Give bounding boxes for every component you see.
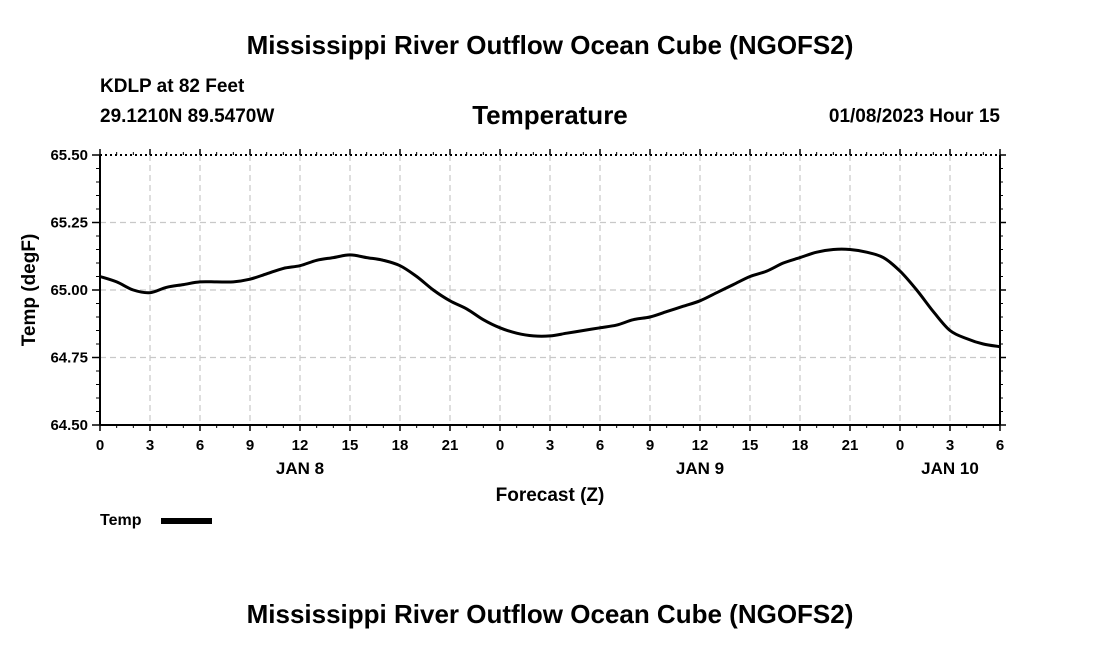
x-axis-title: Forecast (Z) bbox=[496, 485, 605, 506]
chart-title: Mississippi River Outflow Ocean Cube (NG… bbox=[246, 30, 854, 60]
series-layer bbox=[99, 247, 1001, 349]
x-tick-label: 6 bbox=[596, 437, 604, 454]
coordinates-label: 29.1210N 89.5470W bbox=[100, 106, 275, 127]
axis-layer bbox=[92, 149, 1006, 431]
x-tick-label: 0 bbox=[496, 437, 504, 454]
x-tick-label: 15 bbox=[742, 437, 759, 454]
legend-label: Temp bbox=[100, 512, 142, 529]
x-tick-label: 21 bbox=[442, 437, 459, 454]
y-tick-label: 65.00 bbox=[50, 282, 88, 299]
parameter-title: Temperature bbox=[472, 100, 628, 130]
x-tick-label: 3 bbox=[946, 437, 954, 454]
x-tick-label: 3 bbox=[546, 437, 554, 454]
x-tick-label: 18 bbox=[392, 437, 409, 454]
x-tick-label: 6 bbox=[196, 437, 204, 454]
x-tick-label: 15 bbox=[342, 437, 359, 454]
x-tick-label: 0 bbox=[96, 437, 104, 454]
y-tick-label: 65.50 bbox=[50, 147, 88, 164]
station-label: KDLP at 82 Feet bbox=[100, 76, 245, 97]
x-tick-label: 21 bbox=[842, 437, 859, 454]
date-label: JAN 8 bbox=[276, 459, 324, 478]
x-tick-label: 6 bbox=[996, 437, 1004, 454]
date-label: JAN 10 bbox=[921, 459, 979, 478]
y-tick-label: 64.50 bbox=[50, 417, 88, 434]
grid-layer bbox=[100, 155, 1000, 425]
label-layer: 0 3 6 9 12 15 18 21 0 3 6 9 12 15 18 21 0 3 6 64.50 64.75 65.… bbox=[19, 147, 1004, 529]
x-tick-label: 12 bbox=[292, 437, 309, 454]
y-tick-label: 65.25 bbox=[50, 215, 88, 232]
x-tick-label: 18 bbox=[792, 437, 809, 454]
x-tick-label: 12 bbox=[692, 437, 709, 454]
x-tick-label: 3 bbox=[146, 437, 154, 454]
date-label: JAN 9 bbox=[676, 459, 724, 478]
y-tick-label: 64.75 bbox=[50, 350, 88, 367]
x-tick-label: 9 bbox=[246, 437, 254, 454]
x-tick-label: 0 bbox=[896, 437, 904, 454]
x-tick-label: 9 bbox=[646, 437, 654, 454]
datetime-label: 01/08/2023 Hour 15 bbox=[828, 106, 1000, 127]
footer-title: Mississippi River Outflow Ocean Cube (NG… bbox=[246, 599, 854, 629]
y-axis-title: Temp (degF) bbox=[19, 234, 40, 347]
temp-series-line bbox=[99, 247, 1001, 349]
